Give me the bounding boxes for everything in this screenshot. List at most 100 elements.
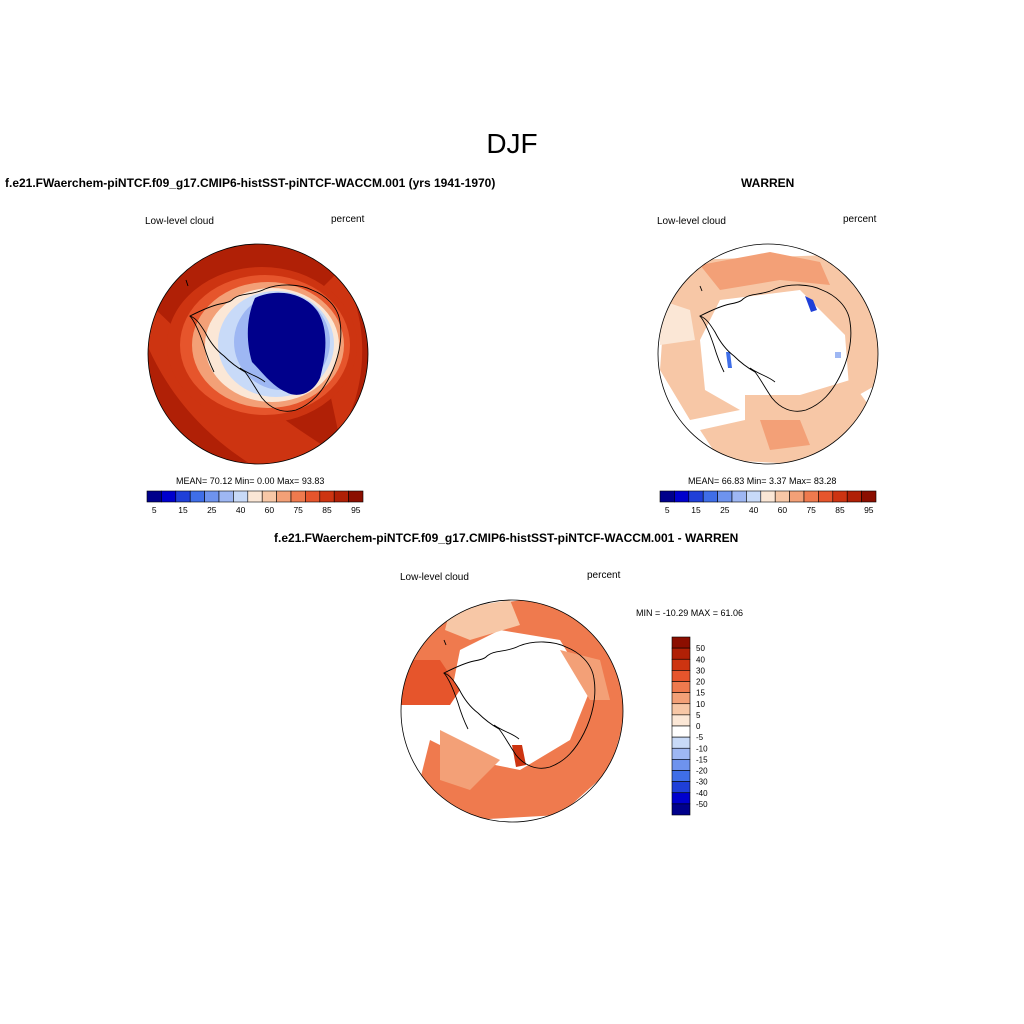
panel2-colorbar-swatch [774, 490, 790, 503]
panel3-map [401, 600, 623, 822]
panel3-colorbar-tick-label: -30 [696, 778, 708, 787]
panel3-field-3 [440, 730, 500, 790]
panel2-blue-patch-3 [835, 352, 841, 358]
panel2-map-border [657, 243, 879, 465]
panel3-field-4 [560, 650, 610, 700]
panel1-colorbar-swatch [348, 490, 364, 503]
panel3-colorbar-swatch [671, 714, 691, 727]
panel2-colorbar-swatch [746, 490, 762, 503]
panel1-variable-label: Low-level cloud [145, 216, 214, 227]
panel1-colorbar-swatch [189, 490, 205, 503]
panel3-colorbar-tick-label: 15 [696, 689, 705, 698]
panel1-colorbar-tick-label: 95 [351, 505, 361, 515]
panel3-colorbar-swatch [671, 770, 691, 782]
panel1-antarctic-low [247, 292, 326, 395]
panel3-colorbar-tick-label: 5 [696, 711, 701, 720]
panel1-colorbar-swatch [175, 490, 191, 503]
panel1-colorbar-swatch [161, 490, 177, 503]
panel2-colorbar-tick-label: 75 [806, 505, 816, 515]
panel3-colorbar-swatch [671, 803, 691, 816]
panel2-colorbar-tick-label: 25 [720, 505, 730, 515]
panel1-colorbar: 5 15 25 40 60 75 85 95 [146, 490, 364, 515]
panel3-colorbar-swatch [671, 658, 691, 671]
panel2-colorbar-swatch [818, 490, 834, 503]
panel3-stats: MIN = -10.29 MAX = 61.06 [636, 608, 744, 618]
panel1-colorbar-swatch [247, 490, 263, 503]
panel2-blue-patch-2 [726, 352, 732, 368]
panel3-colorbar-tick-label: 10 [696, 700, 705, 709]
panel3-colorbar-swatch [671, 670, 691, 682]
panel2-title: WARREN [741, 176, 795, 190]
panel2-colorbar-swatch [760, 490, 776, 503]
panel2-colorbar-swatch [832, 490, 848, 503]
panel2-map [658, 244, 878, 464]
panel1-colorbar-tick-label: 40 [236, 505, 246, 515]
panel3-colorbar-swatch [671, 647, 691, 660]
panel3-colorbar-tick-label: 50 [696, 644, 705, 653]
panel3-colorbar-swatch [671, 792, 691, 805]
panel3-colorbar-tick-label: -10 [696, 744, 708, 753]
panel1-colorbar-swatch [276, 490, 292, 503]
panel3-colorbar-tick-label: -20 [696, 767, 708, 776]
panel1-units-label: percent [331, 214, 365, 225]
panel3-colorbar-tick-label: -5 [696, 733, 704, 742]
panel2-field-1 [660, 255, 878, 420]
panel2-colorbar-tick-label: 5 [665, 505, 670, 515]
panel1-stats: MEAN= 70.12 Min= 0.00 Max= 93.83 [176, 476, 325, 486]
panel2-units-label: percent [843, 214, 877, 225]
panel1-colorbar-swatch [204, 490, 220, 503]
panel3-colorbar-tick-label: -15 [696, 755, 708, 764]
panel2-colorbar-tick-label: 85 [835, 505, 845, 515]
panel2-colorbar-swatch [688, 490, 704, 503]
panel1-colorbar-tick-label: 85 [322, 505, 332, 515]
panel1-colorbar-tick-label: 60 [265, 505, 275, 515]
panel3-title: f.e21.FWaerchem-piNTCF.f09_g17.CMIP6-his… [274, 531, 739, 545]
panel1-colorbar-tick-label: 15 [178, 505, 188, 515]
figure-title: DJF [486, 128, 538, 159]
panel3-colorbar-swatch [671, 747, 691, 760]
panel2-colorbar-swatch [674, 490, 690, 503]
panel2-blue-patch-1 [805, 296, 817, 312]
panel2-colorbar-swatch [861, 490, 877, 503]
panel3-field-5 [401, 660, 460, 705]
panel2-colorbar-swatch [803, 490, 819, 503]
panel2-colorbar-swatch [789, 490, 805, 503]
panel3-colorbar-swatch [671, 636, 691, 649]
panel1-colorbar-tick-label: 5 [152, 505, 157, 515]
panel2-colorbar-swatch [702, 490, 718, 503]
panel2-field-4 [760, 420, 810, 450]
panel3-colorbar-swatch [671, 681, 691, 693]
panel2-stats: MEAN= 66.83 Min= 3.37 Max= 83.28 [688, 476, 837, 486]
panel2-colorbar: 5 15 25 40 60 75 85 95 [659, 490, 877, 515]
panel3-colorbar-tick-label: 20 [696, 678, 705, 687]
panel2-colorbar-swatch [659, 490, 675, 503]
panel2-colorbar-tick-label: 15 [691, 505, 701, 515]
panel3-colorbar-tick-label: 0 [696, 722, 701, 731]
panel3-colorbar-tick-label: 30 [696, 666, 705, 675]
panel3-colorbar-swatch [671, 759, 691, 771]
panel3-variable-label: Low-level cloud [400, 572, 469, 583]
panel1-colorbar-swatch [261, 490, 277, 503]
panel1-map-border [147, 243, 369, 465]
panel2-colorbar-swatch [717, 490, 733, 503]
panel3-colorbar-tick-label: -40 [696, 789, 708, 798]
panel1-colorbar-swatch [305, 490, 321, 503]
panel3-colorbar-swatch [671, 725, 691, 738]
panel1-colorbar-swatch [233, 490, 249, 503]
panel3-colorbar-tick-label: 40 [696, 655, 705, 664]
panel1-colorbar-tick-label: 25 [207, 505, 217, 515]
panel2-field-2 [700, 252, 830, 290]
panel1-colorbar-swatch [218, 490, 234, 503]
panel3-colorbar-swatch [671, 692, 691, 705]
panel1-colorbar-swatch [333, 490, 349, 503]
panel3-coastline [442, 639, 596, 769]
panel1-colorbar-swatch [290, 490, 306, 503]
panel2-coastline [698, 284, 852, 412]
panel1-title: f.e21.FWaerchem-piNTCF.f09_g17.CMIP6-his… [5, 176, 496, 190]
panel1-colorbar-swatch [319, 490, 335, 503]
panel2-colorbar-tick-label: 60 [778, 505, 788, 515]
panel3-colorbar-swatch [671, 736, 691, 749]
panel1-colorbar-tick-label: 75 [293, 505, 303, 515]
